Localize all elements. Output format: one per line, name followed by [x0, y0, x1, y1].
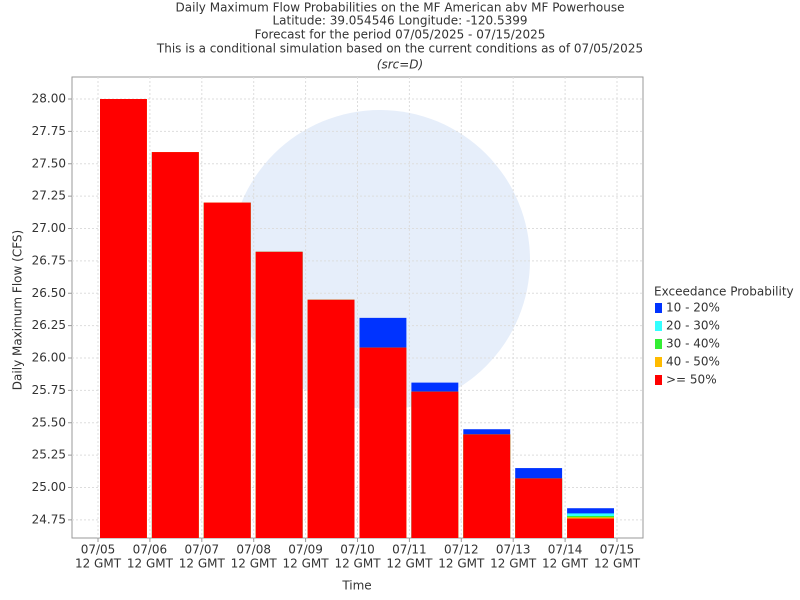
y-tick-label: 27.75 — [32, 124, 66, 138]
x-tick-sublabel: 12 GMT — [490, 557, 537, 571]
x-tick-label: 07/12 — [444, 543, 479, 557]
legend-label: >= 50% — [666, 373, 717, 387]
x-tick-label: 07/09 — [288, 543, 323, 557]
x-tick-label: 07/06 — [133, 543, 168, 557]
x-tick-sublabel: 12 GMT — [231, 557, 278, 571]
x-tick-label: 07/11 — [392, 543, 427, 557]
x-tick-label: 07/10 — [340, 543, 375, 557]
x-tick-sublabel: 12 GMT — [127, 557, 174, 571]
y-tick-label: 28.00 — [32, 92, 66, 106]
chart-title: Daily Maximum Flow Probabilities on the … — [176, 1, 625, 15]
legend-swatch — [655, 303, 662, 313]
x-tick-sublabel: 12 GMT — [386, 557, 433, 571]
y-axis-label: Daily Maximum Flow (CFS) — [11, 230, 25, 390]
watermark — [230, 110, 530, 410]
legend-swatch — [655, 321, 662, 331]
x-tick-sublabel: 12 GMT — [179, 557, 226, 571]
y-tick-label: 27.00 — [32, 221, 66, 235]
source-note: (src=D) — [377, 58, 423, 72]
bar — [411, 391, 459, 538]
x-tick-sublabel: 12 GMT — [334, 557, 381, 571]
legend-label: 30 - 40% — [666, 337, 720, 351]
bar — [151, 152, 199, 538]
legend-swatch — [655, 357, 662, 367]
bar — [203, 202, 251, 538]
legend-swatch — [655, 339, 662, 349]
y-tick-label: 26.00 — [32, 351, 66, 365]
y-tick-label: 24.75 — [32, 512, 66, 526]
x-tick-label: 07/08 — [236, 543, 271, 557]
bar — [100, 99, 147, 539]
legend-label: 20 - 30% — [666, 319, 720, 333]
x-tick-label: 07/14 — [548, 543, 583, 557]
x-tick-sublabel: 12 GMT — [438, 557, 485, 571]
legend-title: Exceedance Probability — [654, 285, 794, 299]
legend-label: 40 - 50% — [666, 355, 720, 369]
y-tick-label: 25.75 — [32, 383, 66, 397]
y-tick-label: 25.50 — [32, 415, 66, 429]
x-tick-label: 07/13 — [496, 543, 531, 557]
bar — [359, 347, 407, 538]
x-tick-sublabel: 12 GMT — [542, 557, 589, 571]
subtitle: Latitude: 39.054546 Longitude: -120.5399 — [272, 14, 527, 28]
x-tick-sublabel: 12 GMT — [75, 557, 122, 571]
x-tick-sublabel: 12 GMT — [283, 557, 330, 571]
bar — [515, 478, 563, 538]
y-tick-label: 27.50 — [32, 156, 66, 170]
x-tick-label: 07/05 — [81, 543, 116, 557]
y-tick-label: 25.00 — [32, 480, 66, 494]
y-tick-label: 26.75 — [32, 253, 66, 267]
x-tick-sublabel: 12 GMT — [594, 557, 641, 571]
x-axis-label: Time — [341, 579, 371, 593]
y-tick-label: 26.50 — [32, 286, 66, 300]
legend-swatch — [655, 375, 662, 385]
bar — [463, 434, 511, 538]
legend-label: 10 - 20% — [666, 301, 720, 315]
subtitle: This is a conditional simulation based o… — [156, 42, 643, 56]
x-tick-label: 07/07 — [185, 543, 220, 557]
y-tick-label: 26.25 — [32, 318, 66, 332]
y-tick-label: 27.25 — [32, 189, 66, 203]
x-tick-label: 07/15 — [600, 543, 635, 557]
y-tick-label: 25.25 — [32, 448, 66, 462]
bar — [307, 299, 355, 538]
bar — [567, 518, 614, 538]
bar — [255, 251, 303, 538]
subtitle: Forecast for the period 07/05/2025 - 07/… — [255, 28, 546, 42]
